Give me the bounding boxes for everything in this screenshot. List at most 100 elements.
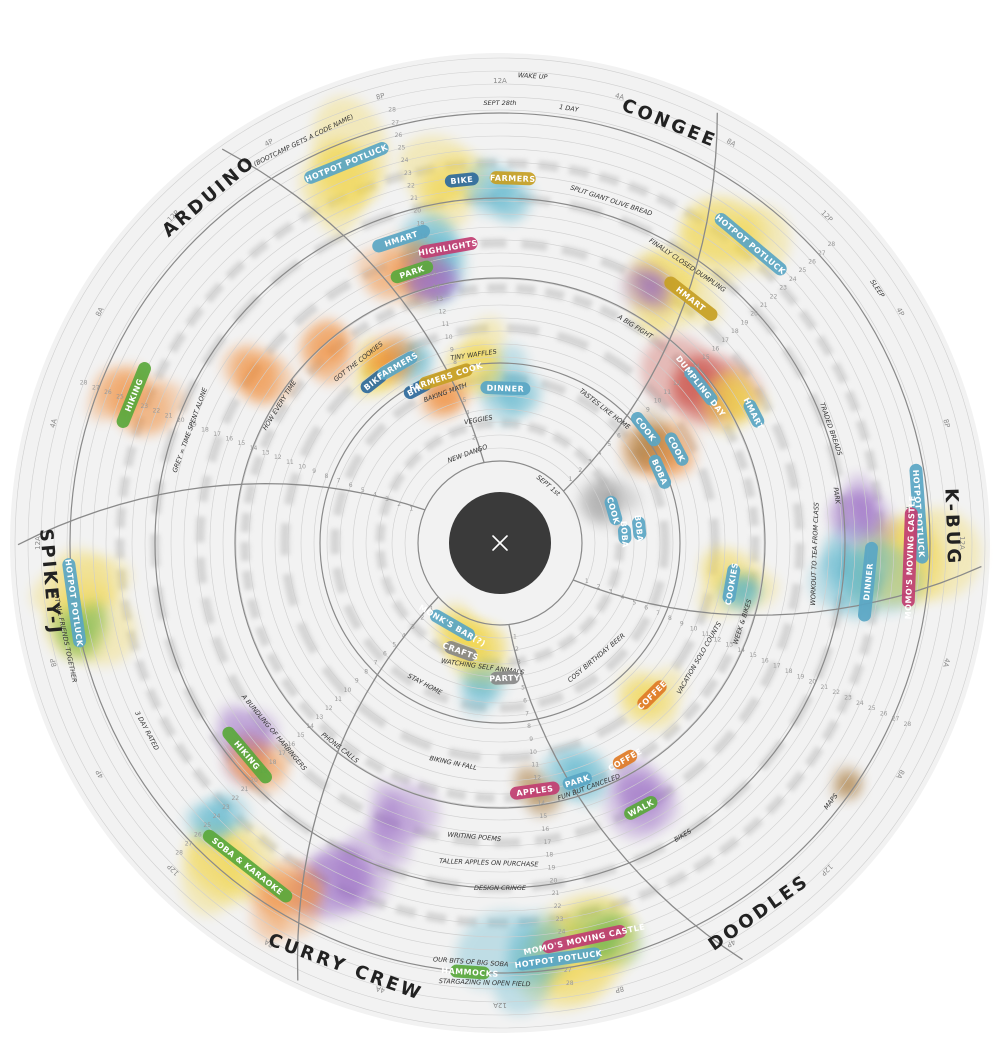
activity-pill-bg[interactable] [371, 223, 432, 254]
week-ring [234, 277, 766, 809]
activity-pill-bg[interactable] [480, 380, 531, 396]
activity-pill-bg[interactable] [444, 172, 479, 188]
activity-pill-bg[interactable] [662, 430, 690, 468]
day-ring [391, 434, 609, 652]
activity-pill-bg[interactable] [428, 607, 478, 643]
activity-pill[interactable]: DINNER [857, 541, 879, 622]
day-tick-label: 26 [808, 258, 816, 265]
day-tick-label: 19 [741, 319, 749, 326]
day-tick-label: 12 [325, 705, 333, 712]
day-tick-label: 21 [760, 302, 768, 309]
activity-pill-label: PARTY [489, 673, 520, 683]
activity-pill-bg[interactable] [628, 409, 663, 449]
day-tick-label: 9 [355, 678, 359, 685]
day-tick-label: 9 [312, 468, 316, 475]
activity-pill-bg[interactable] [115, 360, 153, 430]
day-tick-label: 16 [712, 345, 720, 352]
activity-pill[interactable]: DINNER [480, 380, 531, 396]
activity-pill-bg[interactable] [682, 364, 721, 408]
week-ring [69, 112, 931, 974]
activity-pill-bg[interactable] [509, 781, 560, 801]
activity-pill[interactable]: MOMO'S MOVING CASTLE [901, 495, 918, 620]
annotation: STARGAZING IN OPEN FIELD [439, 977, 531, 988]
activity-pill-bg[interactable] [617, 524, 632, 545]
day-tick-label: 26 [104, 389, 112, 396]
activity-pill[interactable]: BOBA [631, 514, 647, 543]
activity-pill-bg[interactable] [417, 362, 474, 392]
activity-pill[interactable]: BOBA [617, 520, 632, 549]
activity-pill-bg[interactable] [857, 541, 879, 622]
activity-pill-bg[interactable] [489, 171, 536, 186]
day-tick-label: 6 [644, 605, 648, 612]
day-tick-label: 1 [513, 633, 517, 640]
day-tick-label: 9 [529, 736, 533, 743]
day-tick-label: 8 [668, 615, 672, 622]
day-tick-label: 22 [554, 903, 562, 910]
day-tick-label: 10 [298, 464, 306, 471]
day-tick-label: 4 [519, 672, 523, 679]
activity-pill-bg[interactable] [662, 274, 720, 324]
activity-pill-label: BOBA [633, 514, 645, 542]
day-tick-label: 11 [702, 631, 710, 638]
activity-pill-bg[interactable] [647, 453, 674, 491]
day-tick-label: 2 [397, 501, 401, 508]
day-tick-label: 16 [542, 826, 550, 833]
activity-pill-bg[interactable] [62, 557, 87, 648]
day-tick-label: 6 [617, 432, 621, 439]
day-tick-label: 15 [749, 652, 757, 659]
hour-label: 4P [725, 937, 737, 948]
activity-pill-bg[interactable] [610, 747, 639, 771]
activity-pill-bg[interactable] [515, 946, 602, 971]
day-tick-label: 28 [828, 241, 836, 248]
day-tick-label: 11 [442, 321, 450, 328]
activity-pill-bg[interactable] [722, 563, 742, 605]
close-icon[interactable] [492, 535, 508, 551]
day-tick-label: 24 [558, 929, 566, 936]
day-tick-label: 8 [527, 723, 531, 730]
activity-pill-bg[interactable] [443, 639, 479, 663]
day-tick-label: 2 [515, 646, 519, 653]
day-tick-label: 7 [337, 478, 341, 485]
activity-pill[interactable]: BIKE [444, 172, 479, 188]
group-divider [563, 112, 718, 492]
close-button[interactable] [449, 492, 551, 594]
activity-pill[interactable]: APPLES [509, 781, 560, 801]
activity-pill-bg[interactable] [375, 349, 420, 382]
activity-pill-bg[interactable] [712, 210, 789, 278]
activity-pill-bg[interactable] [302, 140, 390, 186]
activity-pill-bg[interactable] [389, 259, 435, 285]
day-tick-label: 11 [334, 696, 342, 703]
activity-pill[interactable]: COOK [603, 494, 624, 526]
activity-pill-bg[interactable] [603, 494, 624, 526]
activity-pill-bg[interactable] [631, 516, 647, 541]
day-tick-label: 20 [550, 877, 558, 884]
activity-pill-bg[interactable] [220, 724, 275, 786]
activity-pill[interactable]: HAMMOCKS [441, 964, 499, 981]
hour-label: 8A [94, 306, 106, 318]
day-ring [274, 317, 726, 769]
day-ring [53, 96, 947, 990]
day-tick-label: 12 [439, 309, 447, 316]
activity-pill-bg[interactable] [489, 671, 520, 685]
activity-pill-bg[interactable] [541, 924, 628, 955]
activity-pill-bg[interactable] [622, 794, 660, 822]
day-tick-label: 8 [453, 359, 457, 366]
hour-label: 8P [614, 984, 624, 994]
activity-pill[interactable]: FARMERS [489, 171, 536, 186]
watercolor-blob [845, 473, 877, 527]
activity-pill-bg[interactable] [417, 236, 478, 259]
day-tick-label: 3 [609, 589, 613, 596]
day-tick-label: 20 [809, 679, 817, 686]
activity-pill[interactable]: PARTY [489, 671, 520, 685]
activity-pill[interactable]: COOKIES [721, 561, 741, 606]
day-tick-label: 14 [432, 283, 440, 290]
activity-pill-bg[interactable] [450, 964, 491, 980]
day-tick-label: 4 [402, 633, 406, 640]
activity-pill-bg[interactable] [200, 827, 295, 905]
hour-label: 4A [375, 984, 386, 994]
activity-pill-bg[interactable] [741, 397, 766, 430]
activity-pill-bg[interactable] [561, 770, 594, 792]
activity-pill-bg[interactable] [635, 678, 670, 713]
activity-pill-bg[interactable] [901, 507, 918, 608]
day-tick-label: 12 [673, 380, 681, 387]
